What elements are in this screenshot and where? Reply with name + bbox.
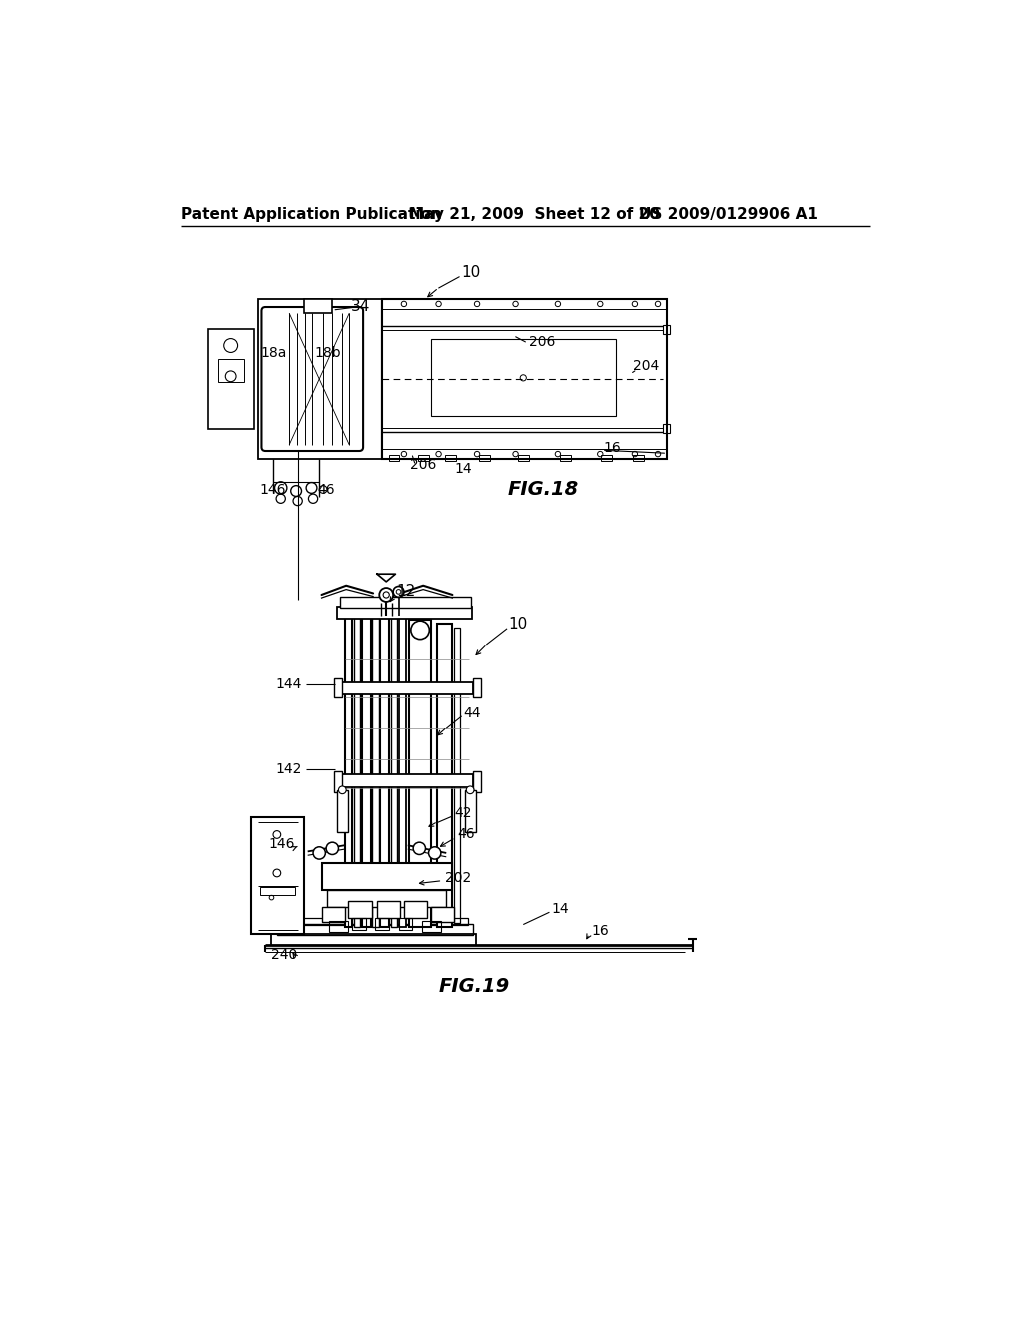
Text: 240: 240	[271, 948, 298, 962]
Text: 10: 10	[462, 265, 481, 280]
Bar	[334, 771, 342, 792]
Bar	[465, 789, 475, 832]
Text: 206: 206	[410, 458, 436, 471]
Bar	[322, 907, 345, 923]
Bar	[373, 616, 379, 927]
Bar	[352, 919, 367, 929]
Bar	[664, 325, 670, 334]
Bar	[431, 339, 615, 416]
Polygon shape	[377, 574, 395, 582]
Bar	[454, 628, 460, 923]
Circle shape	[396, 590, 400, 594]
Circle shape	[429, 847, 441, 859]
FancyBboxPatch shape	[261, 308, 364, 451]
Text: 142: 142	[275, 762, 302, 776]
Bar	[361, 616, 371, 927]
Text: FIG.19: FIG.19	[438, 977, 510, 995]
Text: 204: 204	[633, 359, 658, 374]
Bar	[252, 817, 304, 933]
Text: Patent Application Publication: Patent Application Publication	[180, 207, 441, 222]
Bar	[258, 300, 382, 459]
Text: 14: 14	[551, 902, 568, 916]
Circle shape	[393, 586, 403, 598]
Bar	[380, 616, 389, 927]
Text: 34: 34	[351, 298, 370, 314]
Bar	[376, 919, 389, 929]
Text: 206: 206	[529, 335, 556, 348]
Bar	[444, 455, 456, 461]
Bar	[327, 890, 446, 907]
Text: 146: 146	[269, 837, 295, 850]
Bar	[634, 455, 644, 461]
Bar	[283, 917, 468, 924]
Bar	[354, 616, 360, 927]
Bar	[282, 313, 315, 445]
Bar	[348, 902, 372, 919]
Text: 16: 16	[603, 441, 622, 455]
Circle shape	[313, 847, 326, 859]
Text: 44: 44	[463, 706, 480, 719]
Circle shape	[273, 869, 281, 876]
Bar	[315, 313, 352, 445]
Bar	[473, 771, 481, 792]
Text: 16: 16	[591, 924, 609, 937]
Bar	[398, 616, 407, 927]
Text: 10: 10	[508, 616, 527, 632]
Text: 202: 202	[444, 871, 471, 886]
Bar	[418, 455, 429, 461]
Bar	[260, 887, 295, 895]
Bar	[377, 902, 400, 919]
Text: 146: 146	[259, 483, 286, 496]
Text: 14: 14	[454, 462, 472, 475]
Bar	[339, 682, 473, 694]
Text: US 2009/0129906 A1: US 2009/0129906 A1	[639, 207, 817, 222]
Bar	[479, 455, 490, 461]
Bar	[337, 607, 472, 619]
Bar	[601, 455, 611, 461]
Circle shape	[413, 842, 425, 854]
Bar	[473, 678, 481, 697]
Bar	[339, 775, 473, 787]
Bar	[322, 863, 453, 890]
Bar	[391, 616, 397, 927]
Text: May 21, 2009  Sheet 12 of 20: May 21, 2009 Sheet 12 of 20	[410, 207, 660, 222]
Bar	[398, 919, 413, 929]
Circle shape	[466, 785, 474, 793]
Bar	[271, 933, 475, 945]
Bar	[337, 789, 348, 832]
Bar	[431, 907, 454, 923]
Circle shape	[339, 785, 346, 793]
Bar	[410, 620, 431, 927]
Bar	[422, 921, 441, 932]
Text: FIG.18: FIG.18	[508, 480, 580, 499]
Bar	[208, 329, 254, 429]
Circle shape	[411, 622, 429, 640]
Text: 12: 12	[396, 585, 416, 599]
Bar	[276, 924, 473, 935]
Bar	[330, 921, 348, 932]
Bar	[664, 424, 670, 433]
Text: 18a: 18a	[260, 346, 287, 360]
Bar	[345, 616, 352, 927]
Bar	[388, 455, 399, 461]
Bar	[437, 624, 453, 927]
Bar	[340, 597, 471, 609]
Text: 42: 42	[454, 807, 471, 820]
Circle shape	[379, 589, 393, 602]
Circle shape	[273, 830, 281, 838]
Bar	[560, 455, 571, 461]
Bar	[304, 300, 332, 313]
Bar	[382, 300, 668, 459]
Bar	[334, 678, 342, 697]
Text: 144: 144	[275, 677, 302, 690]
Circle shape	[326, 842, 339, 854]
Bar	[403, 902, 427, 919]
Text: 46: 46	[458, 828, 475, 841]
Circle shape	[383, 591, 389, 598]
Bar	[518, 455, 528, 461]
Bar	[217, 359, 244, 383]
Text: 18b: 18b	[314, 346, 341, 360]
Text: 46: 46	[317, 483, 335, 496]
